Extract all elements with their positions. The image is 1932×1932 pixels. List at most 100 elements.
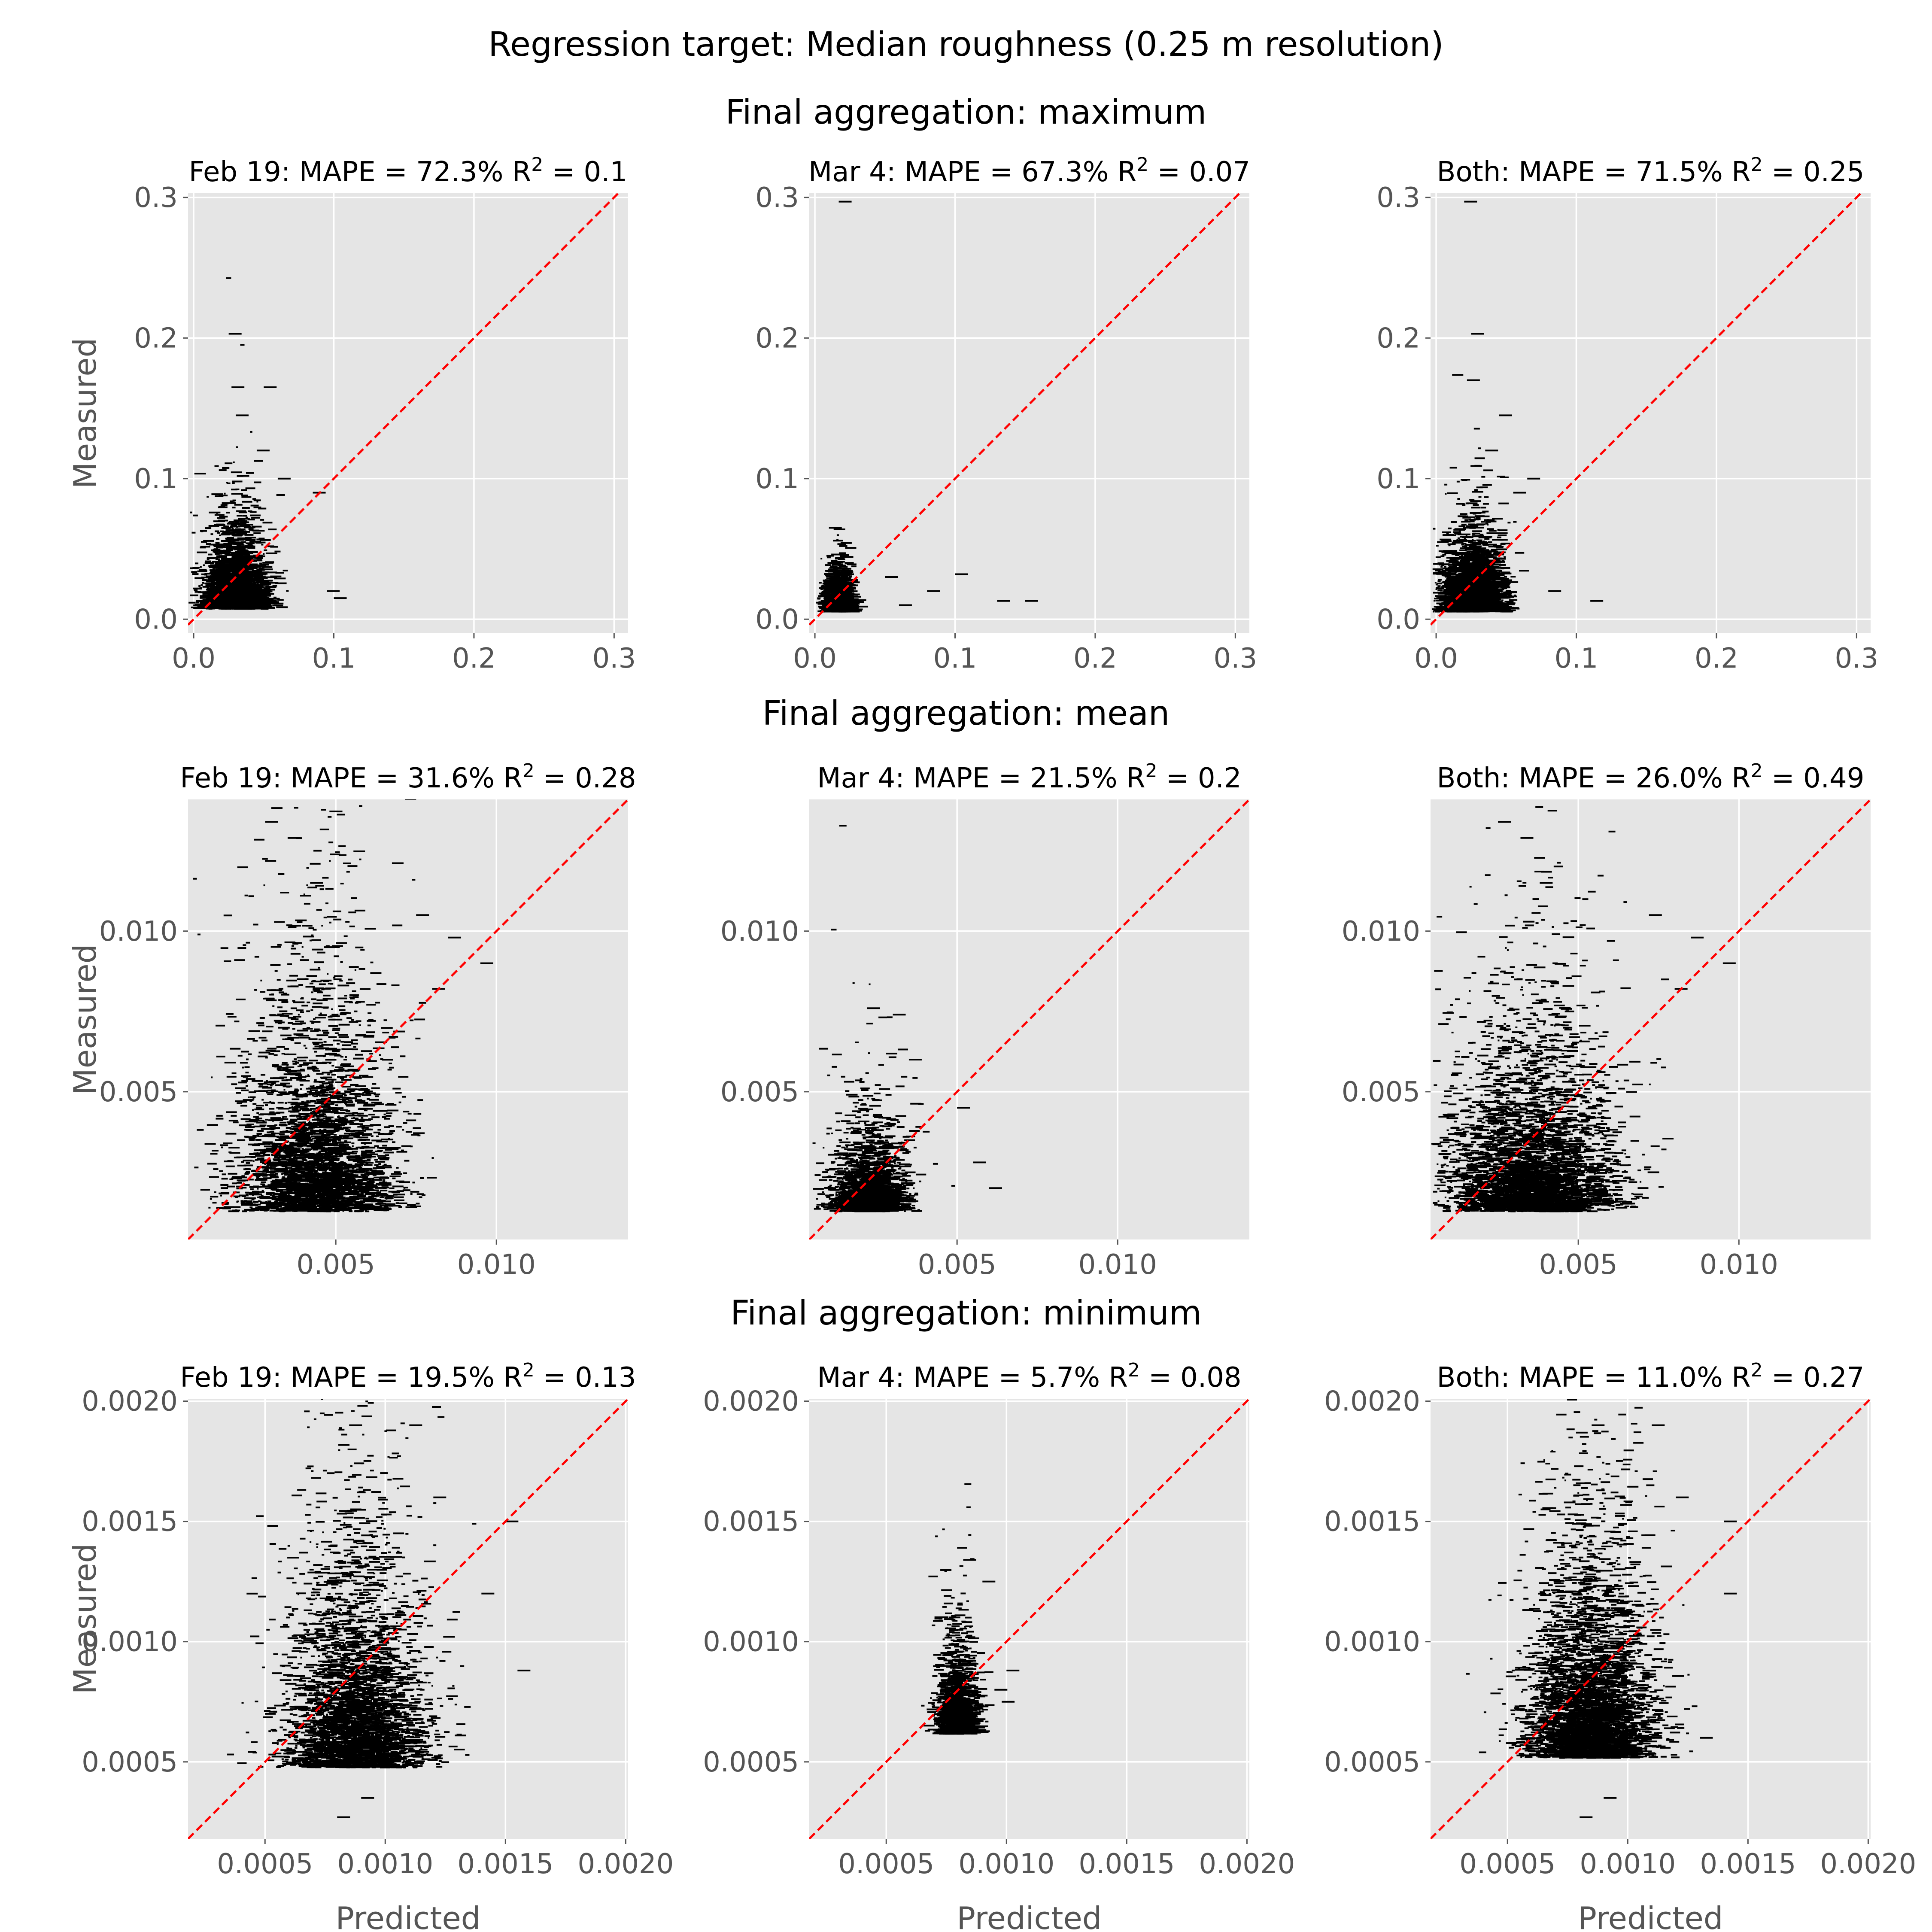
data-point: [844, 584, 856, 586]
data-point: [221, 527, 231, 529]
y-tick-label-r0c2: 0.3: [1376, 182, 1420, 214]
data-point: [228, 548, 235, 550]
data-point: [832, 585, 838, 587]
data-point: [218, 597, 228, 599]
data-point: [220, 565, 228, 567]
data-point: [825, 579, 834, 581]
data-point: [221, 546, 226, 548]
data-point: [235, 553, 237, 555]
scatter-points-r0c1: [816, 200, 1038, 613]
data-point: [231, 601, 238, 604]
data-point: [236, 581, 246, 583]
data-point: [208, 544, 219, 546]
data-point: [215, 553, 222, 555]
data-point: [232, 521, 234, 523]
data-point: [246, 542, 255, 544]
data-point: [834, 562, 841, 564]
data-point: [222, 552, 231, 554]
data-point: [820, 558, 823, 560]
data-point: [1472, 530, 1482, 532]
data-point: [832, 576, 840, 578]
data-point: [225, 529, 236, 531]
data-point: [212, 567, 219, 569]
data-point: [826, 589, 833, 591]
data-point: [847, 590, 858, 592]
data-point: [197, 607, 206, 609]
data-point: [833, 582, 838, 584]
data-point: [213, 602, 221, 605]
data-point: [829, 605, 840, 607]
data-point: [200, 566, 202, 568]
data-point: [254, 605, 265, 607]
data-point: [246, 576, 249, 578]
panel-title-r0c0: Feb 19: MAPE = 72.3% R2 = 0.1: [189, 154, 628, 188]
data-point: [833, 584, 842, 586]
data-point: [816, 601, 820, 604]
data-point: [237, 603, 246, 605]
data-point: [203, 564, 205, 566]
data-point: [243, 552, 246, 554]
data-point: [231, 552, 240, 554]
data-point: [841, 601, 847, 603]
data-point: [250, 514, 261, 516]
y-tick-label-r0c2: 0.0: [1376, 604, 1420, 635]
data-point: [256, 602, 267, 604]
data-point: [225, 462, 233, 465]
data-point: [233, 560, 240, 562]
data-point: [207, 578, 215, 580]
data-point: [236, 533, 247, 535]
data-point: [262, 601, 273, 603]
data-point: [254, 460, 263, 462]
data-point: [825, 607, 828, 609]
data-point: [219, 530, 224, 532]
data-point: [190, 511, 192, 513]
data-point: [234, 504, 243, 506]
data-point: [198, 585, 201, 587]
data-point: [249, 541, 261, 543]
panel-title-r0c1: Mar 4: MAPE = 67.3% R2 = 0.07: [808, 154, 1250, 188]
data-point: [219, 594, 223, 596]
data-point: [256, 579, 259, 581]
y-tick-label-r0c2: 0.2: [1376, 322, 1420, 354]
data-point: [238, 524, 249, 526]
data-point: [241, 525, 250, 527]
data-point: [845, 604, 852, 606]
data-point: [228, 538, 234, 541]
data-point: [252, 578, 264, 580]
data-point: [841, 582, 846, 584]
data-point: [208, 565, 216, 567]
data-point: [230, 599, 241, 601]
data-point: [262, 569, 265, 571]
data-point: [834, 563, 843, 565]
data-point: [213, 549, 220, 551]
data-point: [237, 537, 247, 539]
data-point: [237, 586, 247, 588]
data-point: [216, 545, 218, 547]
data-point: [239, 571, 250, 573]
data-point: [1484, 496, 1489, 498]
data-point: [207, 601, 210, 603]
data-point: [208, 608, 213, 610]
data-point: [229, 500, 234, 502]
data-point: [213, 545, 222, 547]
data-point: [221, 583, 230, 585]
data-point: [241, 573, 252, 575]
data-point: [824, 589, 826, 591]
data-point: [220, 504, 228, 506]
data-point: [191, 571, 197, 573]
data-point: [225, 608, 231, 610]
data-point: [831, 593, 835, 595]
data-point: [219, 562, 222, 565]
data-point: [228, 541, 235, 543]
data-point: [210, 577, 219, 579]
data-point: [843, 585, 849, 587]
data-point: [215, 587, 224, 589]
data-point: [828, 571, 837, 573]
data-point: [832, 611, 844, 613]
data-point: [194, 577, 205, 579]
data-point: [1436, 545, 1439, 547]
data-point: [251, 601, 259, 603]
data-point: [846, 563, 857, 565]
data-point: [261, 544, 264, 546]
